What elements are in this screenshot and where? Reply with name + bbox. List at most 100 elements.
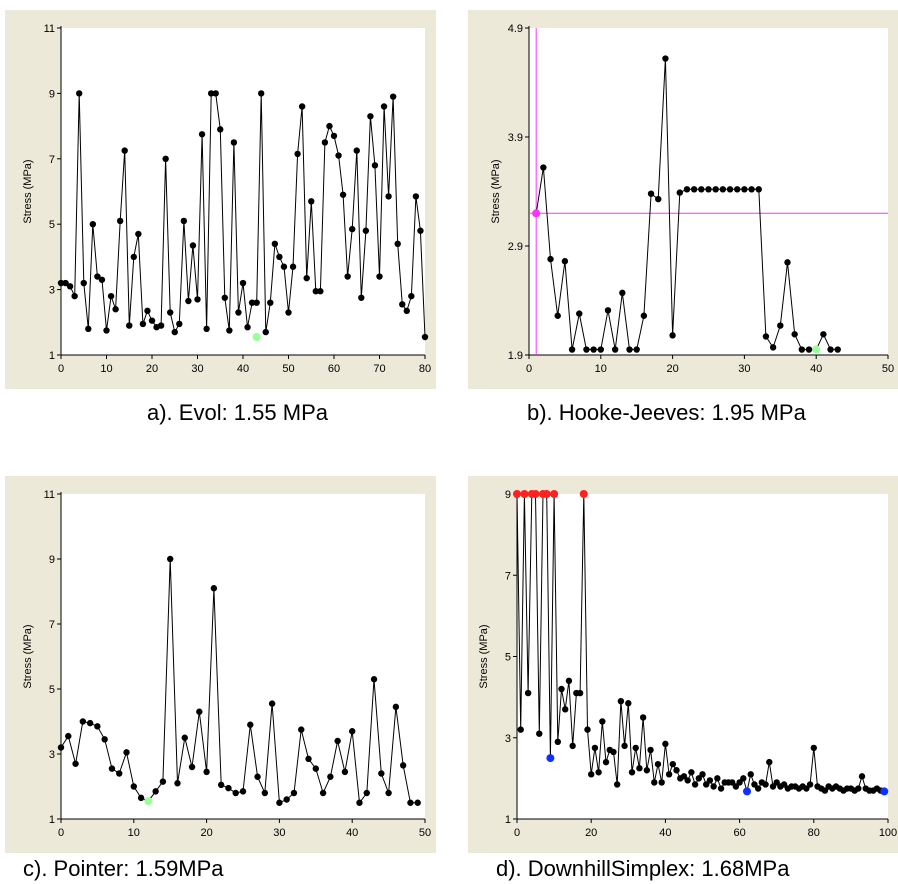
data-point: [595, 769, 602, 776]
y-tick-label: 7: [505, 570, 511, 582]
data-point: [181, 734, 188, 741]
data-point: [126, 322, 133, 329]
plot-area: [517, 494, 888, 819]
data-point: [298, 103, 306, 110]
data-point: [625, 700, 632, 707]
data-point: [167, 309, 174, 316]
y-tick-label: 1: [505, 814, 511, 826]
data-point: [565, 677, 573, 685]
data-point: [385, 789, 392, 797]
pointer-caption: c). Pointer: 1.59MPa: [23, 856, 224, 881]
data-point: [769, 783, 777, 790]
data-point: [855, 785, 862, 792]
data-point: [258, 90, 265, 97]
data-point: [376, 273, 383, 280]
data-point: [651, 779, 658, 786]
x-tick-label: 80: [419, 363, 431, 375]
data-point: [298, 726, 305, 733]
downhill-simplex-chart: 1 3 5 7 9 0 20 40 60 80 100 Stress (MPa): [478, 489, 897, 839]
data-point: [107, 292, 115, 300]
x-tick-label: 40: [346, 827, 358, 839]
data-point: [662, 55, 669, 62]
data-point: [85, 325, 92, 333]
data-point: [276, 799, 283, 806]
data-point: [399, 762, 407, 769]
y-tick-label: 11: [44, 23, 55, 35]
data-point: [421, 333, 429, 341]
data-point: [669, 332, 676, 339]
data-point: [626, 346, 633, 353]
hooke-jeeves-caption: b). Hooke-Jeeves: 1.95 MPa: [527, 400, 806, 425]
data-point: [798, 346, 806, 353]
data-point: [65, 732, 72, 740]
data-point: [755, 186, 762, 193]
data-point: [253, 299, 260, 306]
data-point: [86, 719, 94, 727]
highlight-point: [546, 754, 555, 763]
y-tick-label: 2.9: [508, 241, 523, 253]
data-point: [698, 186, 705, 193]
data-point: [617, 697, 625, 705]
data-point: [283, 796, 290, 803]
data-point: [271, 240, 279, 248]
data-point: [777, 322, 784, 329]
data-point: [312, 765, 319, 772]
data-point: [740, 775, 747, 782]
data-point: [780, 781, 788, 788]
data-point: [732, 783, 740, 790]
data-point: [636, 765, 643, 772]
x-tick-label: 100: [879, 827, 897, 839]
data-point: [688, 769, 695, 776]
data-point: [108, 765, 116, 772]
data-point: [517, 726, 524, 733]
data-point: [392, 703, 400, 711]
data-point: [417, 227, 424, 234]
data-point: [280, 263, 288, 270]
y-tick-label: 7: [49, 619, 55, 631]
data-point: [103, 327, 110, 334]
data-point: [524, 689, 532, 697]
x-tick-label: 0: [58, 827, 64, 839]
y-tick-label: 3: [49, 285, 55, 297]
data-point: [367, 113, 374, 120]
data-point: [89, 221, 97, 228]
data-point: [754, 785, 762, 792]
data-point: [268, 700, 276, 707]
data-point: [576, 310, 583, 317]
data-point: [289, 263, 297, 270]
plot-area: [61, 494, 425, 819]
data-point: [212, 90, 219, 97]
data-point: [611, 346, 619, 353]
data-point: [599, 718, 606, 725]
data-point: [294, 150, 301, 158]
data-point: [820, 331, 827, 338]
data-point: [633, 346, 640, 353]
x-tick-label: 20: [666, 363, 678, 375]
x-tick-label: 50: [282, 363, 294, 375]
data-point: [706, 777, 714, 784]
data-point: [335, 152, 342, 159]
data-point: [554, 312, 561, 319]
data-point: [403, 307, 410, 315]
data-point: [684, 777, 691, 784]
data-point: [655, 195, 662, 203]
evol-chart-panel: 1 3 5 7 9 11 0 10 20 30 40 50 60 70 80 Stress (MPa): [5, 10, 436, 389]
data-point: [385, 193, 392, 200]
data-point: [139, 320, 147, 328]
data-point: [588, 771, 595, 778]
y-axis-label: Stress (MPa): [490, 159, 502, 223]
x-tick-label: 40: [237, 363, 249, 375]
pointer-chart: 1 3 5 7 9 11 0 10 20 30 40 50 Stress (MPa): [22, 489, 431, 839]
y-tick-label: 11: [44, 489, 55, 501]
highlight-point: [550, 490, 559, 498]
data-point: [79, 718, 87, 725]
data-point: [221, 294, 228, 301]
highlight-point: [513, 490, 521, 498]
data-point: [116, 770, 123, 777]
data-point: [747, 771, 754, 778]
data-point: [699, 771, 706, 778]
data-point: [194, 296, 201, 303]
x-tick-label: 30: [191, 363, 203, 375]
data-point: [719, 186, 727, 193]
data-point: [167, 555, 174, 563]
